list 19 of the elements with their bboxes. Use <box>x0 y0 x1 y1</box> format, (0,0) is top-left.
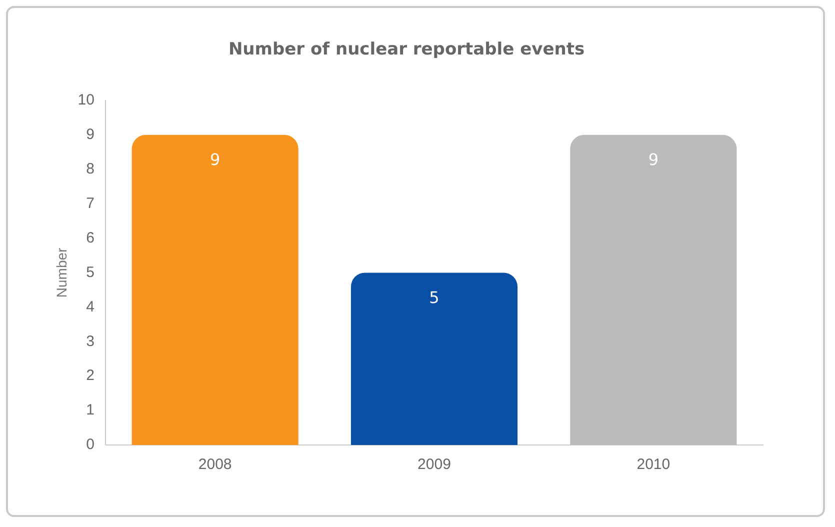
y-tick-label: 7 <box>86 194 94 212</box>
x-tick-label: 2008 <box>198 456 232 474</box>
data-label: 9 <box>210 150 220 170</box>
y-tick-label: 1 <box>86 402 94 419</box>
y-tick-label: 6 <box>86 229 94 246</box>
chart-title: Number of nuclear reportable events <box>228 40 585 60</box>
y-tick-label: 0 <box>86 436 94 454</box>
x-tick-label: 2010 <box>636 456 670 474</box>
y-tick-label: 2 <box>86 367 94 384</box>
data-label: 5 <box>429 288 440 307</box>
y-tick-label: 5 <box>86 264 94 281</box>
y-axis-title: Number <box>53 247 70 298</box>
y-tick-label: 3 <box>86 332 94 350</box>
y-tick-label: 10 <box>78 92 94 109</box>
x-tick-label: 2009 <box>418 456 451 474</box>
y-tick-label: 4 <box>86 298 94 316</box>
y-tick-label: 8 <box>86 160 94 178</box>
y-tick-label: 9 <box>86 126 94 143</box>
data-label: 9 <box>648 150 659 170</box>
